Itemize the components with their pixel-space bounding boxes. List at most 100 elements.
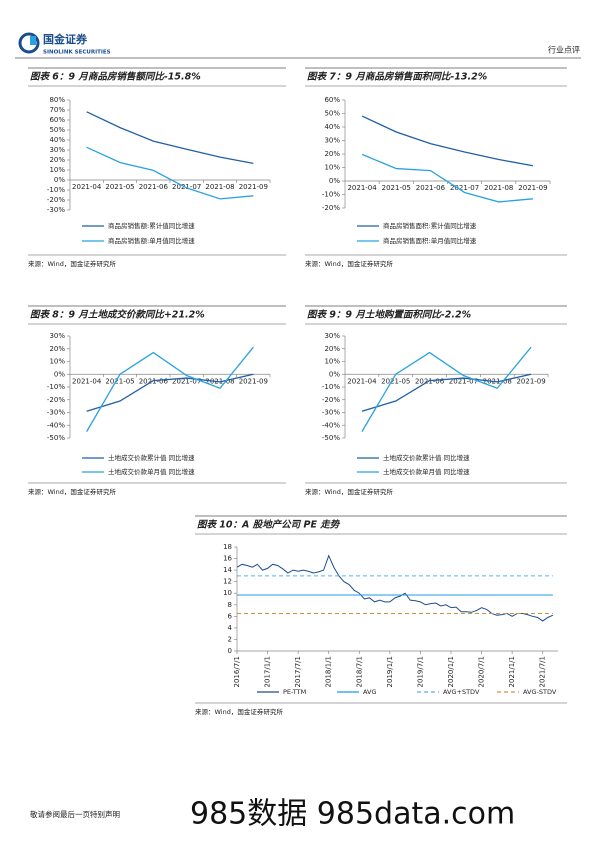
legend-label: 商品房销售额:单月值同比增速	[108, 236, 195, 245]
y-tick-label: 50%	[49, 126, 65, 134]
y-tick-label: -30%	[322, 409, 340, 417]
y-tick-label: 0	[228, 647, 232, 655]
y-tick-label: -10%	[47, 186, 65, 194]
x-tick-label: 2021-04	[72, 183, 102, 191]
y-tick-label: -50%	[322, 434, 340, 442]
legend-label: 商品房销售面积:单月值同比增速	[383, 236, 477, 245]
y-tick-label: 30%	[49, 332, 65, 340]
x-tick-label: 2021/1/1	[508, 656, 516, 687]
y-tick-label: 60%	[324, 96, 340, 104]
series-line	[86, 111, 254, 165]
y-tick-label: 30%	[324, 332, 340, 340]
y-tick-label: 50%	[324, 110, 340, 118]
y-tick-label: 2	[228, 635, 232, 643]
y-tick-label: -40%	[322, 421, 340, 429]
y-tick-label: 16	[223, 555, 232, 563]
y-tick-label: -20%	[322, 204, 340, 212]
y-tick-label: 30%	[324, 137, 340, 145]
y-tick-label: 80%	[49, 96, 65, 104]
legend-label: PE-TTM	[283, 688, 306, 696]
company-name-en: SINOLINK SECURITIES	[43, 50, 111, 56]
y-tick-label: 60%	[49, 116, 65, 124]
x-tick-label: 2021-07	[450, 184, 479, 192]
x-tick-label: 2020/1/1	[447, 656, 455, 687]
x-tick-label: 2021-05	[105, 377, 134, 385]
disclaimer: 敬请参阅最后一页特别声明	[30, 809, 120, 819]
x-tick-label: 2021-08	[484, 184, 513, 192]
y-tick-label: 18	[223, 543, 232, 551]
x-tick-label: 2017/1/1	[264, 656, 272, 687]
chart-title: 图表 9：9 月土地购置面积同比-2.2%	[307, 309, 471, 321]
y-tick-label: 0%	[329, 177, 340, 185]
legend-label: 土地成交价款单月值 同比增速	[383, 467, 470, 476]
x-tick-label: 2021-04	[72, 377, 102, 385]
y-tick-label: 30%	[49, 146, 65, 154]
x-tick-label: 2021-07	[172, 377, 201, 385]
x-tick-label: 2019/7/1	[416, 656, 424, 687]
y-tick-label: 4	[228, 624, 233, 632]
legend-label: 土地成交价款累计值 同比增速	[383, 453, 470, 462]
logo	[18, 32, 40, 54]
legend-label: 土地成交价款单月值 同比增速	[108, 467, 195, 476]
y-tick-label: 20%	[49, 345, 65, 353]
chart-title: 图表 6：9 月商品房销售额同比-15.8%	[30, 71, 201, 83]
y-tick-label: -20%	[322, 396, 340, 404]
x-tick-label: 2021/7/1	[539, 656, 547, 687]
x-tick-label: 2021-04	[347, 377, 377, 385]
y-tick-label: 6	[228, 612, 233, 620]
series-line	[86, 146, 254, 200]
y-tick-label: -50%	[47, 434, 65, 442]
x-tick-label: 2017/7/1	[294, 656, 302, 687]
y-tick-label: 0%	[54, 176, 65, 184]
y-tick-label: 8	[228, 601, 232, 609]
x-tick-label: 2021-09	[239, 377, 268, 385]
y-tick-label: -10%	[322, 191, 340, 199]
y-tick-label: 10	[223, 589, 232, 597]
y-tick-label: 70%	[49, 106, 65, 114]
x-tick-label: 2021-09	[518, 184, 547, 192]
source-note: 来源：Wind，国金证券研究所	[28, 259, 116, 268]
y-tick-label: 0%	[54, 370, 65, 378]
legend-label: 商品房销售额:累计值同比增速	[108, 221, 195, 230]
legend-label: 商品房销售面积:累计值同比增速	[383, 221, 477, 230]
legend-label: AVG-STDV	[523, 688, 557, 696]
source-note: 来源：Wind，国金证券研究所	[28, 487, 116, 496]
chart-title: 图表 8：9 月土地成交价款同比+21.2%	[30, 309, 205, 321]
x-tick-label: 2021-05	[381, 377, 410, 385]
y-tick-label: 20%	[324, 345, 340, 353]
y-tick-label: -10%	[47, 383, 65, 391]
y-tick-label: -20%	[47, 396, 65, 404]
x-tick-label: 2016/7/1	[233, 656, 241, 687]
y-tick-label: 10%	[49, 358, 65, 366]
x-tick-label: 2021-09	[516, 377, 545, 385]
y-tick-label: -20%	[47, 196, 65, 204]
y-tick-label: 10%	[324, 358, 340, 366]
series-line	[361, 346, 532, 432]
x-tick-label: 2021-08	[205, 183, 234, 191]
x-tick-label: 2021-04	[347, 184, 377, 192]
x-tick-label: 2021-06	[139, 183, 169, 191]
y-tick-label: 10%	[49, 166, 65, 174]
y-tick-label: -10%	[322, 383, 340, 391]
legend-label: AVG	[363, 688, 377, 696]
legend-label: 土地成交价款累计值 同比增速	[108, 453, 195, 462]
y-tick-label: 14	[223, 566, 232, 574]
y-tick-label: 40%	[49, 136, 65, 144]
legend-label: AVG+STDV	[443, 688, 480, 696]
y-tick-label: 12	[223, 578, 232, 586]
x-tick-label: 2021-05	[382, 184, 411, 192]
y-tick-label: 40%	[324, 123, 340, 131]
x-tick-label: 2018/1/1	[325, 656, 333, 687]
x-tick-label: 2018/7/1	[355, 656, 363, 687]
x-tick-label: 2020/7/1	[478, 656, 486, 687]
series-line	[86, 346, 254, 432]
x-tick-label: 2021-09	[239, 183, 268, 191]
y-tick-label: 20%	[324, 150, 340, 158]
y-tick-label: 0%	[329, 370, 340, 378]
x-tick-label: 2019/1/1	[386, 656, 394, 687]
y-tick-label: 10%	[324, 164, 340, 172]
x-tick-label: 2021-07	[449, 377, 478, 385]
series-line	[361, 115, 534, 167]
series-line	[361, 153, 533, 203]
